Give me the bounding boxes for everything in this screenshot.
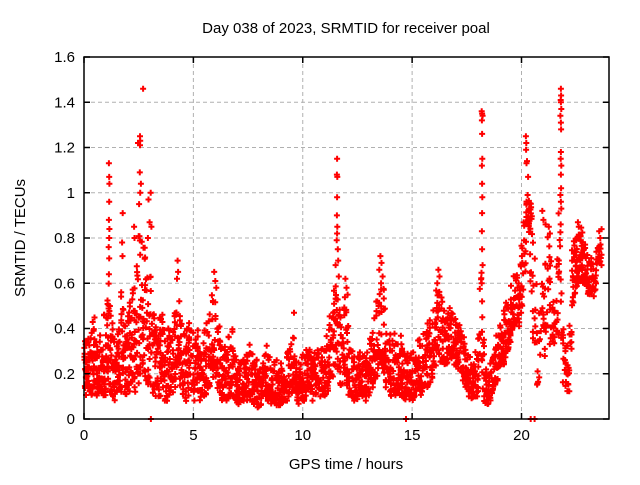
y-tick-label: 0 [67,411,75,428]
data-points [81,85,605,422]
y-tick-label: 0.8 [54,230,75,247]
x-tick-label: 15 [404,427,421,444]
axis-ticks [83,56,609,420]
x-tick-label: 0 [80,427,88,444]
y-tick-label: 0.4 [54,321,75,338]
chart-title: Day 038 of 2023, SRMTID for receiver poa… [202,20,490,37]
y-tick-label: 0.6 [54,275,75,292]
y-axis-label: SRMTID / TECUs [12,179,29,297]
x-axis-label: GPS time / hours [289,456,403,473]
tick-labels: 0 5 10 15 20 0 0.2 0.4 0.6 0.8 1 1.2 1.4 1.6 [54,49,530,444]
x-tick-label: 5 [189,427,197,444]
y-tick-label: 1.4 [54,94,75,111]
y-tick-label: 1 [67,185,75,202]
x-tick-label: 10 [294,427,311,444]
x-tick-label: 20 [513,427,530,444]
y-tick-label: 0.2 [54,366,75,383]
y-tick-label: 1.2 [54,140,75,157]
y-tick-label: 1.6 [54,49,75,66]
